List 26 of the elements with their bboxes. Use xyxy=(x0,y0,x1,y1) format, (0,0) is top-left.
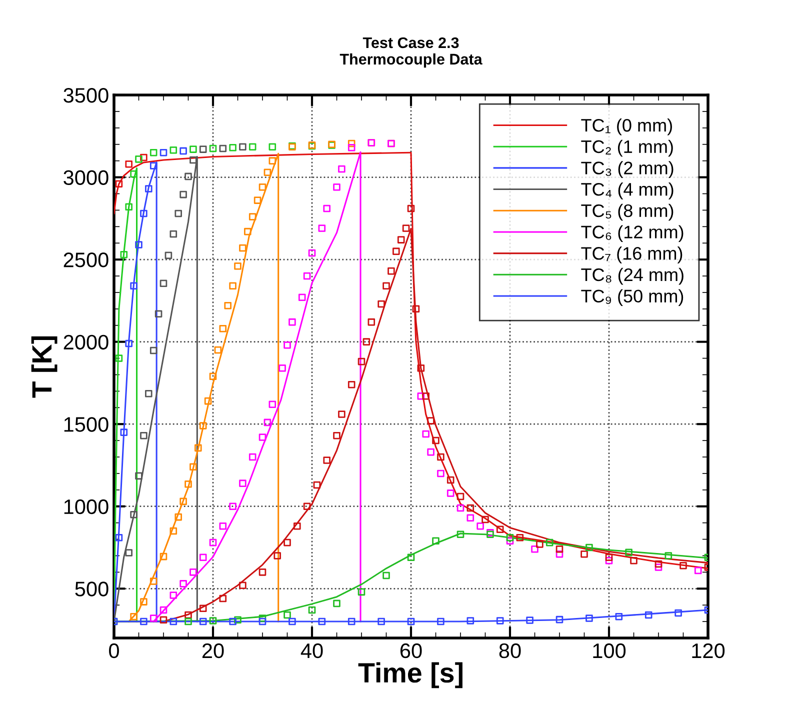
y-tick-label: 3000 xyxy=(64,170,108,186)
legend-label: TC₆ (12 mm) xyxy=(581,225,684,242)
y-tick-label: 1000 xyxy=(64,499,108,514)
legend-label: TC₁ (0 mm) xyxy=(581,118,672,136)
legend-label: TC₅ (8 mm) xyxy=(581,204,674,221)
legend-label: TC₉ (50 mm) xyxy=(581,289,684,306)
legend-label: TC₈ (24 mm) xyxy=(581,268,684,285)
chart-title: Test Case 2.3 Thermocouple Data xyxy=(340,37,482,68)
legend-label: TC₇ (16 mm) xyxy=(581,246,682,264)
x-tick-label: 120 xyxy=(692,643,725,658)
x-tick-label: 0 xyxy=(109,643,119,658)
x-tick-label: 20 xyxy=(202,643,224,658)
x-tick-label: 40 xyxy=(300,643,323,658)
legend-label: TC₂ (1 mm) xyxy=(581,140,673,157)
legend-label: TC₄ (4 mm) xyxy=(581,182,674,200)
y-tick-label: 3500 xyxy=(64,88,108,103)
y-axis-title: T [K] xyxy=(31,336,58,398)
x-tick-label: 80 xyxy=(499,643,521,658)
y-tick-label: 2000 xyxy=(64,334,108,350)
x-tick-label: 60 xyxy=(400,643,422,658)
x-axis-title: Time [s] xyxy=(358,662,462,688)
y-tick-label: 1500 xyxy=(64,417,108,432)
legend-label: TC₃ (2 mm) xyxy=(581,161,674,178)
y-tick-label: 500 xyxy=(75,582,108,596)
y-tick-label: 2500 xyxy=(64,252,108,268)
x-tick-label: 100 xyxy=(593,643,626,658)
